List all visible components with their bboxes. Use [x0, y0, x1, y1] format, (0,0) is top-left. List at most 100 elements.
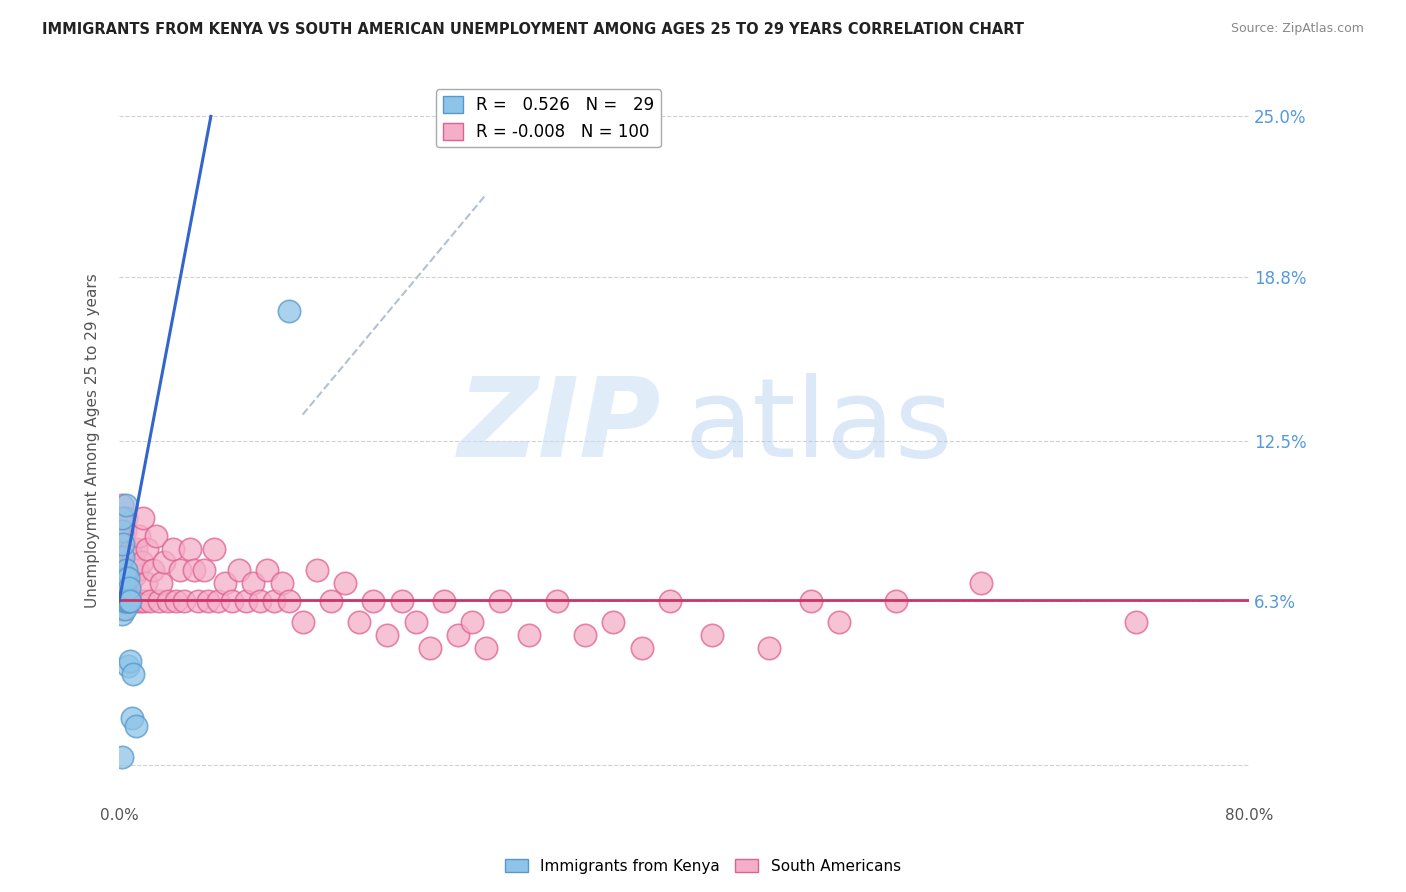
Point	[112, 594, 135, 608]
Point	[118, 545, 141, 559]
Point	[120, 576, 142, 591]
Point	[121, 711, 143, 725]
Point	[249, 594, 271, 608]
Point	[391, 594, 413, 608]
Point	[117, 571, 139, 585]
Point	[112, 576, 135, 591]
Point	[165, 594, 187, 608]
Point	[110, 576, 132, 591]
Point	[111, 524, 134, 539]
Point	[112, 550, 135, 565]
Point	[112, 563, 135, 577]
Point	[193, 563, 215, 577]
Point	[800, 594, 823, 608]
Point	[131, 556, 153, 570]
Point	[202, 542, 225, 557]
Point	[121, 594, 143, 608]
Point	[118, 582, 141, 596]
Point	[447, 628, 470, 642]
Legend: R =   0.526   N =   29, R = -0.008   N = 100: R = 0.526 N = 29, R = -0.008 N = 100	[436, 89, 661, 147]
Point	[659, 594, 682, 608]
Point	[758, 640, 780, 655]
Point	[256, 563, 278, 577]
Point	[111, 511, 134, 525]
Point	[150, 576, 173, 591]
Point	[828, 615, 851, 629]
Point	[112, 550, 135, 565]
Point	[115, 594, 138, 608]
Point	[148, 594, 170, 608]
Point	[153, 556, 176, 570]
Point	[118, 594, 141, 608]
Point	[235, 594, 257, 608]
Point	[111, 602, 134, 616]
Point	[363, 594, 385, 608]
Point	[162, 542, 184, 557]
Point	[145, 529, 167, 543]
Point	[117, 556, 139, 570]
Point	[112, 537, 135, 551]
Point	[132, 511, 155, 525]
Point	[377, 628, 399, 642]
Point	[187, 594, 209, 608]
Text: ZIP: ZIP	[458, 373, 661, 480]
Point	[970, 576, 993, 591]
Point	[111, 499, 134, 513]
Point	[122, 550, 145, 565]
Point	[111, 594, 134, 608]
Point	[884, 594, 907, 608]
Text: IMMIGRANTS FROM KENYA VS SOUTH AMERICAN UNEMPLOYMENT AMONG AGES 25 TO 29 YEARS C: IMMIGRANTS FROM KENYA VS SOUTH AMERICAN …	[42, 22, 1024, 37]
Point	[110, 524, 132, 539]
Point	[169, 563, 191, 577]
Point	[111, 511, 134, 525]
Point	[120, 594, 142, 608]
Point	[117, 576, 139, 591]
Point	[157, 594, 180, 608]
Text: atlas: atlas	[685, 373, 953, 480]
Point	[142, 563, 165, 577]
Text: Source: ZipAtlas.com: Source: ZipAtlas.com	[1230, 22, 1364, 36]
Point	[129, 594, 152, 608]
Point	[111, 607, 134, 622]
Point	[128, 529, 150, 543]
Point	[489, 594, 512, 608]
Point	[117, 594, 139, 608]
Point	[433, 594, 456, 608]
Point	[630, 640, 652, 655]
Point	[112, 576, 135, 591]
Point	[110, 550, 132, 565]
Point	[277, 303, 299, 318]
Point	[117, 594, 139, 608]
Point	[114, 602, 136, 616]
Point	[115, 499, 138, 513]
Point	[118, 594, 141, 608]
Point	[114, 594, 136, 608]
Point	[115, 550, 138, 565]
Point	[419, 640, 441, 655]
Point	[461, 615, 484, 629]
Point	[120, 594, 142, 608]
Point	[319, 594, 342, 608]
Point	[546, 594, 568, 608]
Point	[134, 594, 156, 608]
Point	[173, 594, 195, 608]
Point	[135, 576, 157, 591]
Point	[228, 563, 250, 577]
Point	[270, 576, 292, 591]
Point	[221, 594, 243, 608]
Point	[139, 594, 162, 608]
Point	[125, 719, 148, 733]
Point	[115, 594, 138, 608]
Point	[214, 576, 236, 591]
Point	[110, 594, 132, 608]
Point	[114, 563, 136, 577]
Point	[277, 594, 299, 608]
Point	[517, 628, 540, 642]
Point	[574, 628, 596, 642]
Point	[242, 576, 264, 591]
Legend: Immigrants from Kenya, South Americans: Immigrants from Kenya, South Americans	[499, 853, 907, 880]
Point	[114, 571, 136, 585]
Point	[111, 537, 134, 551]
Point	[263, 594, 285, 608]
Point	[183, 563, 205, 577]
